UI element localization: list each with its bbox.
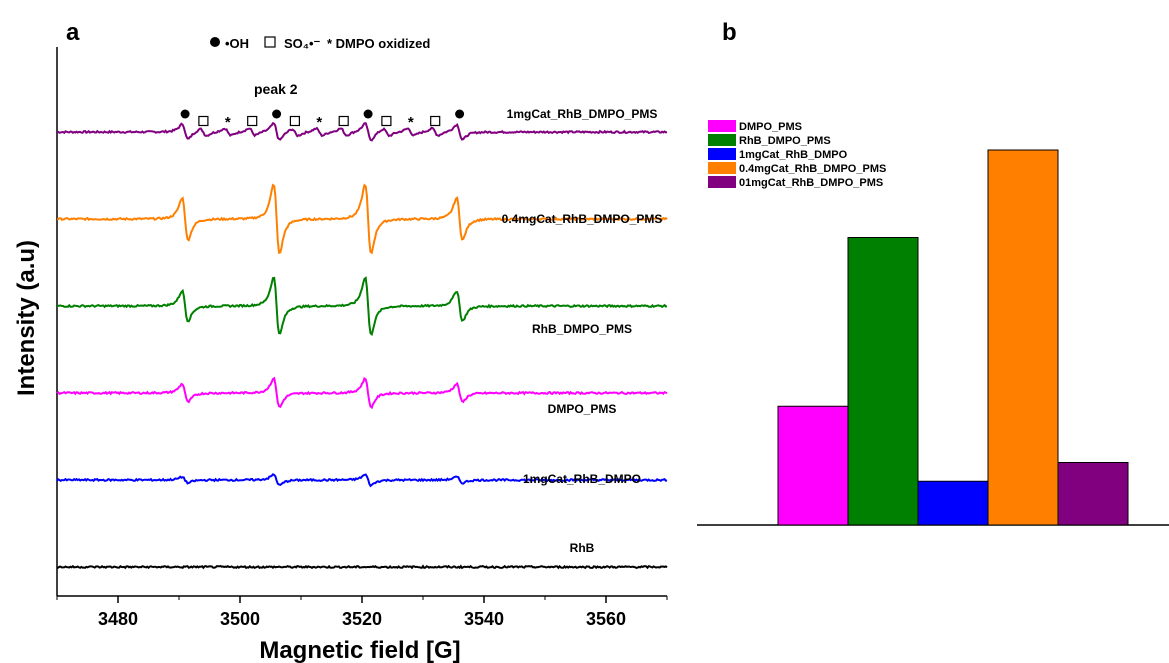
legend-swatch-DMPO_PMS [708, 120, 736, 132]
legend-swatch-1mgCat_RhB_DMPO [708, 148, 736, 160]
bar-DMPO_PMS [777, 405, 849, 526]
legend-swatch-0.4mgCat_RhB_DMPO_PMS [708, 162, 736, 174]
trace-1mgCat_RhB_DMPO [56, 473, 668, 488]
trace-label-1mgCat_RhB_DMPO: 1mgCat_RhB_DMPO [523, 472, 641, 486]
trace-RhB_DMPO_PMS [56, 276, 668, 337]
trace-label-1mgCat_RhB_DMPO_PMS: 1mgCat_RhB_DMPO_PMS [507, 107, 658, 121]
legend-label-0.4mgCat_RhB_DMPO_PMS: 0.4mgCat_RhB_DMPO_PMS [739, 163, 886, 175]
x-tick-label-3520: 3520 [342, 609, 382, 629]
trace-label-RhB: RhB [570, 541, 595, 555]
bar-series [777, 149, 1129, 526]
legend-swatch-01mgCat_RhB_DMPO_PMS [708, 176, 736, 188]
so4-legend-label: SO₄•⁻ [284, 36, 321, 51]
peak-2-annotation: peak 2 [254, 81, 298, 97]
panel-a-letter: a [66, 19, 80, 46]
trace-RhB [56, 564, 668, 570]
x-tick-label-3480: 3480 [98, 609, 138, 629]
peak-markers: * * * [180, 109, 465, 131]
so4-marker [430, 115, 441, 127]
legend-label-01mgCat_RhB_DMPO_PMS: 01mgCat_RhB_DMPO_PMS [739, 177, 883, 189]
bar-legend: DMPO_PMS RhB_DMPO_PMS 1mgCat_RhB_DMPO 0.4mg… [708, 120, 886, 189]
oh-legend-label: •OH [225, 36, 249, 51]
x-tick-label-3560: 3560 [586, 609, 626, 629]
bar-1mgCat_RhB_DMPO [917, 480, 989, 526]
trace-DMPO_PMS [56, 376, 668, 410]
x-tick-label-3500: 3500 [220, 609, 260, 629]
trace-0.4mgCat_RhB_DMPO_PMS [56, 183, 668, 255]
legend-label-1mgCat_RhB_DMPO: 1mgCat_RhB_DMPO [739, 149, 848, 161]
so4-marker [289, 115, 300, 127]
x-tick-label-3540: 3540 [464, 609, 504, 629]
trace-label-DMPO_PMS: DMPO_PMS [548, 402, 617, 416]
trace-label-RhB_DMPO_PMS: RhB_DMPO_PMS [532, 322, 632, 336]
panel-b-letter: b [722, 19, 737, 46]
oh-legend-symbol [210, 37, 220, 47]
bar-0.4mgCat_RhB_DMPO_PMS [987, 149, 1059, 526]
dmpo-oxidized-marker: * [225, 114, 231, 131]
trace-label-0.4mgCat_RhB_DMPO_PMS: 0.4mgCat_RhB_DMPO_PMS [502, 212, 663, 226]
oh-marker [455, 109, 465, 119]
x-ticks: 3480 3500 3520 3540 3560 [56, 596, 668, 629]
dmpo-oxidized-marker: * [316, 114, 322, 131]
bar-RhB_DMPO_PMS [847, 237, 919, 526]
legend-swatch-RhB_DMPO_PMS [708, 134, 736, 146]
epr-traces [56, 121, 668, 570]
legend-label-RhB_DMPO_PMS: RhB_DMPO_PMS [739, 135, 831, 147]
trace-1mgCat_RhB_DMPO_PMS [56, 121, 668, 142]
oh-marker [363, 109, 373, 119]
legend-label-DMPO_PMS: DMPO_PMS [739, 121, 802, 133]
so4-legend-symbol [264, 36, 276, 48]
y-axis-title: Intensity (a.u) [13, 240, 40, 396]
oh-marker [180, 109, 190, 119]
bar-01mgCat_RhB_DMPO_PMS [1057, 462, 1129, 526]
so4-marker [198, 115, 209, 127]
so4-marker [338, 115, 349, 127]
x-axis-title: Magnetic field [G] [259, 637, 460, 663]
marker-legend: •OH SO₄•⁻ * DMPO oxidized [210, 36, 430, 51]
trace-labels: 1mgCat_RhB_DMPO_PMS 0.4mgCat_RhB_DMPO_PMS… [502, 107, 663, 555]
oh-marker [272, 109, 282, 119]
so4-marker [247, 115, 258, 127]
so4-marker [381, 115, 392, 127]
dmpo-oxidized-marker: * [408, 114, 414, 131]
dmpo-oxidized-legend-label: * DMPO oxidized [327, 36, 430, 51]
